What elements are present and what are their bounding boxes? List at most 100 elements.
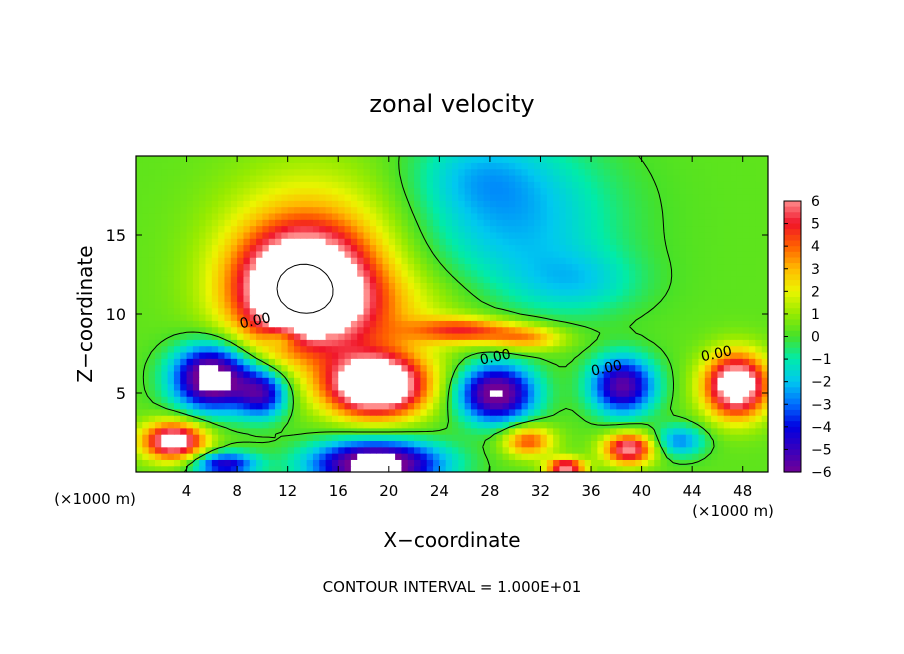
heatmap-cell (237, 427, 245, 435)
heatmap-cell (483, 459, 491, 467)
heatmap-cell (344, 314, 352, 321)
heatmap-cell (211, 244, 219, 252)
heatmap-cell (275, 326, 282, 334)
heatmap-cell (142, 263, 150, 271)
heatmap-cell (199, 389, 207, 397)
heatmap-cell (483, 225, 491, 233)
heatmap-cell (572, 288, 579, 296)
heatmap-cell (395, 326, 403, 334)
heatmap-cell (540, 434, 548, 441)
heatmap-cell (736, 415, 744, 423)
heatmap-cell (161, 358, 169, 366)
heatmap-cell (622, 288, 630, 296)
heatmap-cell (603, 358, 611, 366)
heatmap-cell (673, 383, 681, 391)
heatmap-cell (654, 453, 662, 460)
heatmap-cell (426, 459, 434, 467)
heatmap-cell (502, 427, 510, 435)
heatmap-cell (376, 225, 384, 233)
heatmap-cell (755, 427, 763, 435)
heatmap-cell (572, 332, 579, 340)
heatmap-cell (262, 314, 270, 321)
heatmap-cell (742, 345, 750, 353)
heatmap-cell (369, 162, 377, 170)
heatmap-cell (312, 193, 320, 201)
heatmap-cell (331, 301, 339, 309)
heatmap-cell (641, 193, 649, 201)
heatmap-cell (496, 459, 504, 467)
heatmap-cell (256, 212, 263, 220)
heatmap-cell (262, 206, 270, 214)
heatmap-cell (673, 219, 681, 227)
heatmap-cell (142, 358, 150, 366)
heatmap-cell (230, 276, 238, 283)
heatmap-cell (167, 288, 175, 296)
heatmap-cell (610, 440, 617, 448)
heatmap-cell (167, 162, 175, 170)
heatmap-cell (534, 168, 542, 176)
heatmap-cell (742, 156, 750, 163)
heatmap-cell (148, 339, 156, 347)
heatmap-cell (603, 206, 611, 214)
heatmap-cell (180, 257, 188, 265)
heatmap-cell (628, 269, 636, 277)
heatmap-cell (761, 446, 768, 454)
heatmap-cell (142, 396, 150, 404)
heatmap-cell (382, 187, 390, 195)
heatmap-cell (433, 345, 440, 353)
heatmap-cell (591, 206, 598, 214)
heatmap-cell (679, 276, 687, 283)
heatmap-cell (211, 212, 219, 220)
heatmap-cell (711, 320, 719, 328)
heatmap-cell (610, 187, 617, 195)
heatmap-cell (616, 219, 624, 227)
heatmap-cell (603, 459, 611, 467)
heatmap-cell (521, 181, 529, 189)
heatmap-cell (268, 339, 276, 347)
heatmap-cell (167, 358, 175, 366)
heatmap-cell (268, 307, 276, 315)
heatmap-cell (237, 408, 245, 416)
heatmap-cell (603, 396, 611, 404)
heatmap-cell (622, 212, 630, 220)
heatmap-cell (572, 200, 579, 208)
heatmap-cell (553, 206, 561, 214)
heatmap-cell (306, 181, 314, 189)
heatmap-cell (420, 282, 428, 290)
heatmap-cell (616, 244, 624, 252)
heatmap-cell (730, 314, 737, 321)
heatmap-cell (755, 187, 763, 195)
heatmap-cell (635, 288, 643, 296)
heatmap-cell (515, 276, 523, 283)
heatmap-cell (382, 276, 390, 283)
heatmap-cell (616, 307, 624, 315)
heatmap-cell (388, 364, 396, 372)
heatmap-cell (218, 421, 226, 429)
heatmap-cell (546, 339, 554, 347)
heatmap-cell (597, 193, 605, 201)
heatmap-cell (578, 225, 586, 233)
heatmap-cell (584, 320, 592, 328)
heatmap-cell (591, 269, 598, 277)
heatmap-cell (521, 174, 529, 182)
heatmap-cell (502, 465, 510, 472)
heatmap-cell (287, 434, 295, 441)
heatmap-cell (205, 162, 213, 170)
heatmap-cell (154, 427, 162, 435)
heatmap-cell (711, 288, 719, 296)
heatmap-cell (565, 238, 573, 246)
heatmap-cell (704, 453, 712, 460)
heatmap-cell (344, 446, 352, 454)
heatmap-cell (312, 364, 320, 372)
heatmap-cell (268, 364, 276, 372)
heatmap-cell (622, 434, 630, 441)
heatmap-cell (534, 225, 542, 233)
heatmap-cell (515, 408, 523, 416)
heatmap-cell (281, 225, 289, 233)
heatmap-cell (666, 440, 674, 448)
heatmap-cell (275, 238, 282, 246)
heatmap-cell (572, 181, 579, 189)
heatmap-cell (300, 212, 308, 220)
heatmap-cell (243, 174, 251, 182)
heatmap-cell (496, 206, 504, 214)
